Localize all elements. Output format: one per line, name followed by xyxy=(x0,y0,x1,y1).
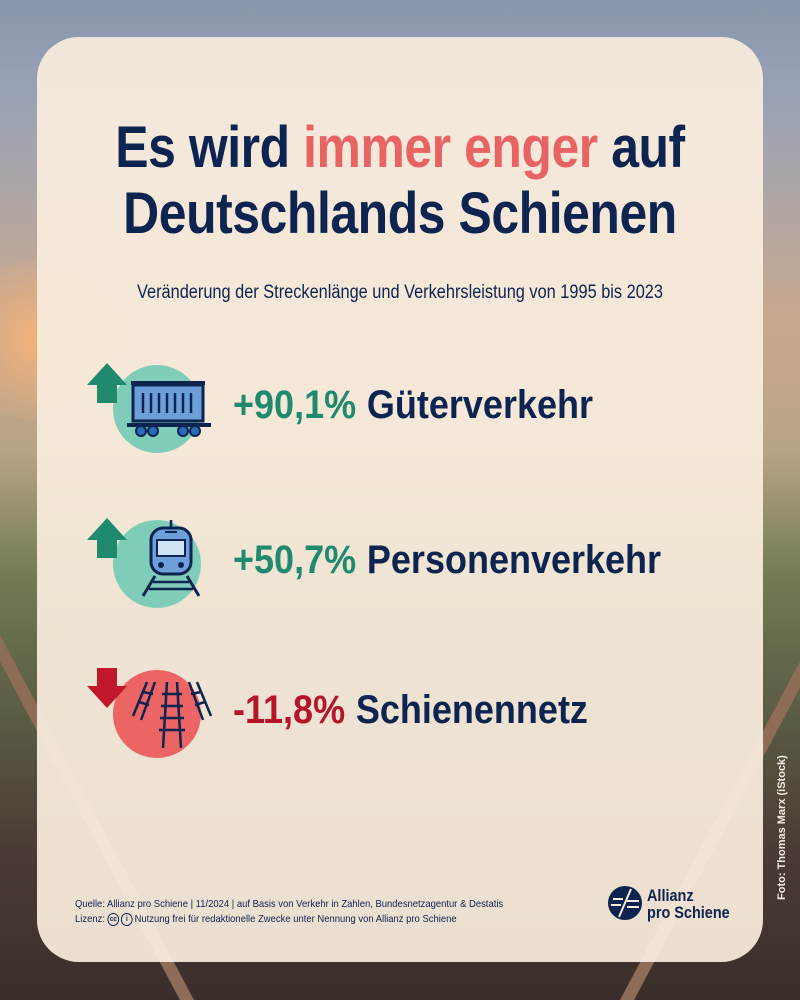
subtitle: Veränderung der Streckenlänge und Verkeh… xyxy=(137,282,663,303)
stat-value: +50,7% xyxy=(233,538,357,582)
freight-wagon-icon xyxy=(127,381,211,437)
headline: Es wird immer enger auf Deutschlands Sch… xyxy=(88,115,712,247)
arrow-up-icon xyxy=(87,518,127,558)
stat-text: -11,8% Schienennetz xyxy=(233,688,588,733)
passenger-icon-group xyxy=(85,510,225,620)
source-line: Quelle: Allianz pro Schiene | 11/2024 | … xyxy=(75,898,504,910)
headline-line2: Deutschlands Schienen xyxy=(123,181,677,246)
railway-tracks-icon xyxy=(131,681,213,749)
allianz-pro-schiene-logo: Allianz pro Schiene xyxy=(607,885,747,925)
stat-label: Güterverkehr xyxy=(366,383,594,427)
license-label: Lizenz: xyxy=(75,913,105,925)
stat-text: +50,7% Personenverkehr xyxy=(233,538,661,583)
headline-part2: auf xyxy=(597,115,685,180)
logo-text: Allianz pro Schiene xyxy=(647,887,730,921)
attribution-icon: i xyxy=(121,912,133,926)
logo-line1: Allianz xyxy=(647,886,694,905)
stat-circle xyxy=(113,670,201,758)
license-text: Nutzung frei für redaktionelle Zwecke un… xyxy=(134,913,457,925)
logo-emblem-icon xyxy=(608,886,642,920)
logo-line2: pro Schiene xyxy=(647,903,730,922)
stat-label: Schienennetz xyxy=(355,688,588,732)
stat-row-network: -11,8% Schienennetz xyxy=(85,660,725,770)
arrow-up-icon xyxy=(87,363,127,403)
infographic-card: Es wird immer enger auf Deutschlands Sch… xyxy=(37,37,763,962)
headline-highlight: immer enger xyxy=(303,115,598,180)
stat-row-passenger: +50,7% Personenverkehr xyxy=(85,510,725,620)
stat-value: +90,1% xyxy=(233,383,357,427)
passenger-train-icon xyxy=(141,520,201,597)
photo-credit-text: Foto: Thomas Marx (iStock) xyxy=(776,755,788,900)
freight-icon-group xyxy=(85,355,225,465)
license-line: Lizenz: cc i Nutzung frei für redaktionell… xyxy=(75,912,503,927)
stat-row-freight: +90,1% Güterverkehr xyxy=(85,355,725,465)
stat-text: +90,1% Güterverkehr xyxy=(233,383,593,428)
stat-value: -11,8% xyxy=(233,688,346,732)
footer: Quelle: Allianz pro Schiene | 11/2024 | … xyxy=(75,897,503,927)
arrow-down-icon xyxy=(87,668,127,708)
stat-label: Personenverkehr xyxy=(366,538,662,582)
headline-part1: Es wird xyxy=(115,115,304,180)
network-icon-group xyxy=(85,660,225,770)
creative-commons-icon: cc xyxy=(107,912,120,926)
